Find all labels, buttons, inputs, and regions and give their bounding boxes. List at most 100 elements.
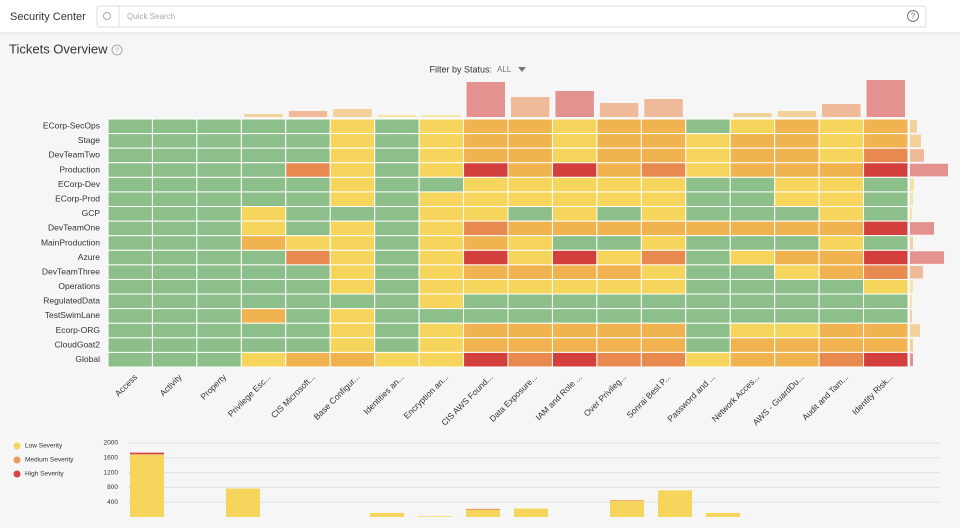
heatmap-cell[interactable] [329, 337, 376, 353]
heatmap-cell[interactable] [551, 147, 598, 164]
heatmap-cell[interactable] [196, 220, 242, 237]
heatmap-cell[interactable] [374, 147, 420, 164]
heatmap-cell[interactable] [240, 337, 287, 353]
heatmap-cell[interactable] [596, 191, 642, 208]
heatmap-cell[interactable] [418, 264, 465, 280]
heatmap-cell[interactable] [685, 191, 731, 208]
heatmap-cell[interactable] [374, 293, 420, 310]
heatmap-cell[interactable] [507, 133, 553, 149]
heatmap-cell[interactable] [507, 176, 553, 193]
heatmap-cell[interactable] [329, 176, 376, 193]
heatmap-cell[interactable] [640, 308, 687, 324]
heatmap-cell[interactable] [107, 308, 153, 324]
heatmap-cell[interactable] [596, 147, 642, 164]
heatmap-cell[interactable] [374, 351, 420, 368]
heatmap-cell[interactable] [329, 133, 376, 149]
heatmap-cell[interactable] [151, 133, 198, 149]
heatmap-cell[interactable] [240, 322, 287, 339]
heatmap-cell[interactable] [507, 118, 553, 135]
heatmap-cell[interactable] [151, 235, 198, 251]
heatmap-cell[interactable] [374, 235, 420, 251]
heatmap-cell[interactable] [329, 351, 376, 368]
heatmap-cell[interactable] [285, 337, 331, 353]
heatmap-cell[interactable] [374, 118, 420, 135]
heatmap-cell[interactable] [863, 206, 909, 222]
heatmap-cell[interactable] [596, 308, 642, 324]
heatmap-cell[interactable] [818, 249, 865, 266]
heatmap-cell[interactable] [774, 206, 820, 222]
heatmap-cell[interactable] [818, 162, 865, 178]
heatmap-cell[interactable] [196, 176, 242, 193]
heatmap-cell[interactable] [463, 162, 509, 178]
heatmap-cell[interactable] [240, 118, 287, 135]
heatmap-cell[interactable] [596, 235, 642, 251]
heatmap-cell[interactable] [863, 147, 909, 164]
heatmap-cell[interactable] [818, 133, 865, 149]
heatmap-cell[interactable] [329, 308, 376, 324]
heatmap-cell[interactable] [863, 264, 909, 280]
heatmap-cell[interactable] [551, 162, 598, 178]
heatmap-cell[interactable] [285, 133, 331, 149]
heatmap-cell[interactable] [196, 249, 242, 266]
heatmap-cell[interactable] [418, 191, 465, 208]
heatmap-cell[interactable] [418, 235, 465, 251]
heatmap-cell[interactable] [729, 133, 776, 149]
heatmap-cell[interactable] [507, 322, 553, 339]
heatmap-cell[interactable] [374, 322, 420, 339]
heatmap-cell[interactable] [507, 249, 553, 266]
heatmap-cell[interactable] [196, 118, 242, 135]
heatmap-cell[interactable] [640, 220, 687, 237]
heatmap-cell[interactable] [285, 206, 331, 222]
heatmap-cell[interactable] [285, 278, 331, 295]
heatmap-cell[interactable] [151, 118, 198, 135]
heatmap-cell[interactable] [107, 235, 153, 251]
heatmap-cell[interactable] [418, 322, 465, 339]
filter-caret[interactable] [518, 67, 526, 72]
heatmap-cell[interactable] [285, 249, 331, 266]
heatmap-cell[interactable] [774, 220, 820, 237]
heatmap-cell[interactable] [240, 176, 287, 193]
heatmap-cell[interactable] [818, 147, 865, 164]
heatmap-cell[interactable] [463, 235, 509, 251]
heatmap-cell[interactable] [863, 235, 909, 251]
heatmap-cell[interactable] [774, 162, 820, 178]
heatmap-cell[interactable] [863, 351, 909, 368]
heatmap-cell[interactable] [729, 293, 776, 310]
heatmap-cell[interactable] [774, 191, 820, 208]
heatmap-cell[interactable] [685, 133, 731, 149]
heatmap-cell[interactable] [818, 176, 865, 193]
heatmap-cell[interactable] [863, 220, 909, 237]
heatmap-cell[interactable] [774, 249, 820, 266]
heatmap-cell[interactable] [551, 337, 598, 353]
heatmap-cell[interactable] [685, 322, 731, 339]
heatmap-cell[interactable] [463, 278, 509, 295]
heatmap-cell[interactable] [551, 220, 598, 237]
heatmap-cell[interactable] [151, 351, 198, 368]
heatmap-cell[interactable] [729, 337, 776, 353]
heatmap-cell[interactable] [507, 235, 553, 251]
heatmap-cell[interactable] [240, 308, 287, 324]
heatmap-cell[interactable] [774, 235, 820, 251]
heatmap-cell[interactable] [685, 308, 731, 324]
heatmap-cell[interactable] [863, 278, 909, 295]
heatmap-cell[interactable] [107, 147, 153, 164]
heatmap-cell[interactable] [151, 308, 198, 324]
heatmap-cell[interactable] [507, 293, 553, 310]
heatmap-cell[interactable] [240, 220, 287, 237]
heatmap-cell[interactable] [551, 322, 598, 339]
heatmap-cell[interactable] [507, 308, 553, 324]
heatmap-cell[interactable] [240, 293, 287, 310]
heatmap-cell[interactable] [463, 249, 509, 266]
heatmap-cell[interactable] [729, 264, 776, 280]
heatmap-cell[interactable] [640, 191, 687, 208]
heatmap-cell[interactable] [107, 206, 153, 222]
heatmap-cell[interactable] [329, 191, 376, 208]
heatmap-cell[interactable] [640, 322, 687, 339]
heatmap-cell[interactable] [196, 133, 242, 149]
heatmap-cell[interactable] [685, 351, 731, 368]
heatmap-cell[interactable] [551, 308, 598, 324]
heatmap-cell[interactable] [285, 322, 331, 339]
heatmap-cell[interactable] [640, 235, 687, 251]
heatmap-cell[interactable] [329, 220, 376, 237]
heatmap-cell[interactable] [418, 147, 465, 164]
